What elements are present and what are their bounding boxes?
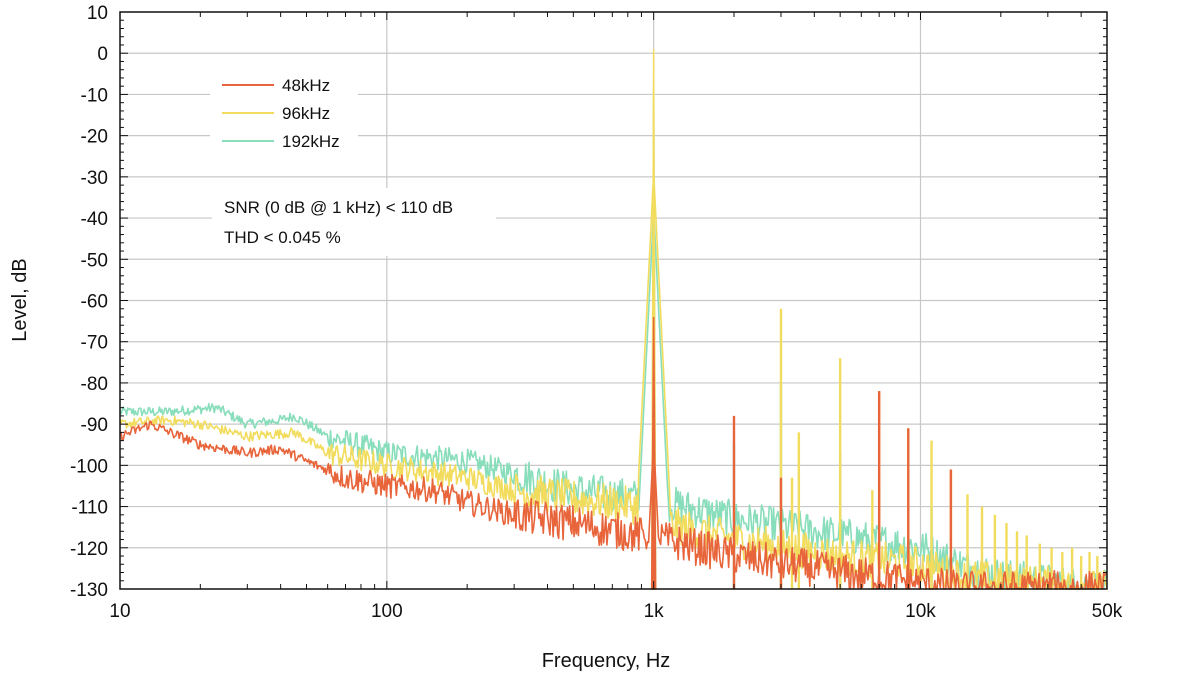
annotation-box: SNR (0 dB @ 1 kHz) < 110 dB THD < 0.045 … bbox=[212, 188, 496, 256]
x-tick-label: 10 bbox=[109, 601, 130, 622]
legend-background bbox=[210, 70, 358, 152]
y-tick-label: -60 bbox=[81, 292, 108, 313]
annotation-thd: THD < 0.045 % bbox=[224, 228, 341, 247]
y-axis-title: Level, dB bbox=[9, 258, 31, 341]
legend-label-96khz: 96kHz bbox=[282, 104, 330, 123]
y-tick-label: -20 bbox=[81, 127, 108, 148]
y-tick-label: -80 bbox=[81, 374, 108, 395]
y-tick-label: 0 bbox=[97, 44, 108, 65]
series-line bbox=[119, 420, 1108, 590]
series-48kHz bbox=[119, 316, 1108, 590]
legend-label-192khz: 192kHz bbox=[282, 132, 340, 151]
minor-ticks bbox=[120, 11, 1107, 590]
x-tick-label: 1k bbox=[644, 601, 665, 622]
x-tick-label: 50k bbox=[1092, 601, 1123, 622]
y-tick-label: -30 bbox=[81, 168, 108, 189]
annotation-snr: SNR (0 dB @ 1 kHz) < 110 dB bbox=[224, 198, 453, 217]
y-tick-label: -10 bbox=[81, 85, 108, 106]
x-tick-label: 10k bbox=[905, 601, 936, 622]
y-tick-label: -40 bbox=[81, 209, 108, 230]
series-line bbox=[119, 180, 1108, 590]
legend: 48kHz 96kHz 192kHz bbox=[210, 70, 358, 152]
y-tick-label: -120 bbox=[70, 539, 108, 560]
x-axis-title: Frequency, Hz bbox=[542, 650, 671, 672]
y-tick-label: -50 bbox=[81, 250, 108, 271]
annotation-background bbox=[212, 188, 496, 256]
y-tick-label: -130 bbox=[70, 580, 108, 601]
y-tick-label: -110 bbox=[71, 498, 108, 519]
y-tick-label: -90 bbox=[81, 415, 108, 436]
legend-label-48khz: 48kHz bbox=[282, 76, 330, 95]
x-tick-labels: 10 100 1k 10k 50k bbox=[109, 601, 1122, 622]
y-tick-label: -70 bbox=[81, 333, 108, 354]
series-line bbox=[119, 217, 1108, 590]
y-tick-label: -100 bbox=[70, 456, 108, 477]
x-tick-label: 100 bbox=[371, 601, 403, 622]
y-tick-label: 10 bbox=[87, 3, 108, 24]
y-tick-labels: 10 0 -10 -20 -30 -40 -50 -60 -70 -80 -90 -100 -110 -1… bbox=[70, 3, 108, 601]
